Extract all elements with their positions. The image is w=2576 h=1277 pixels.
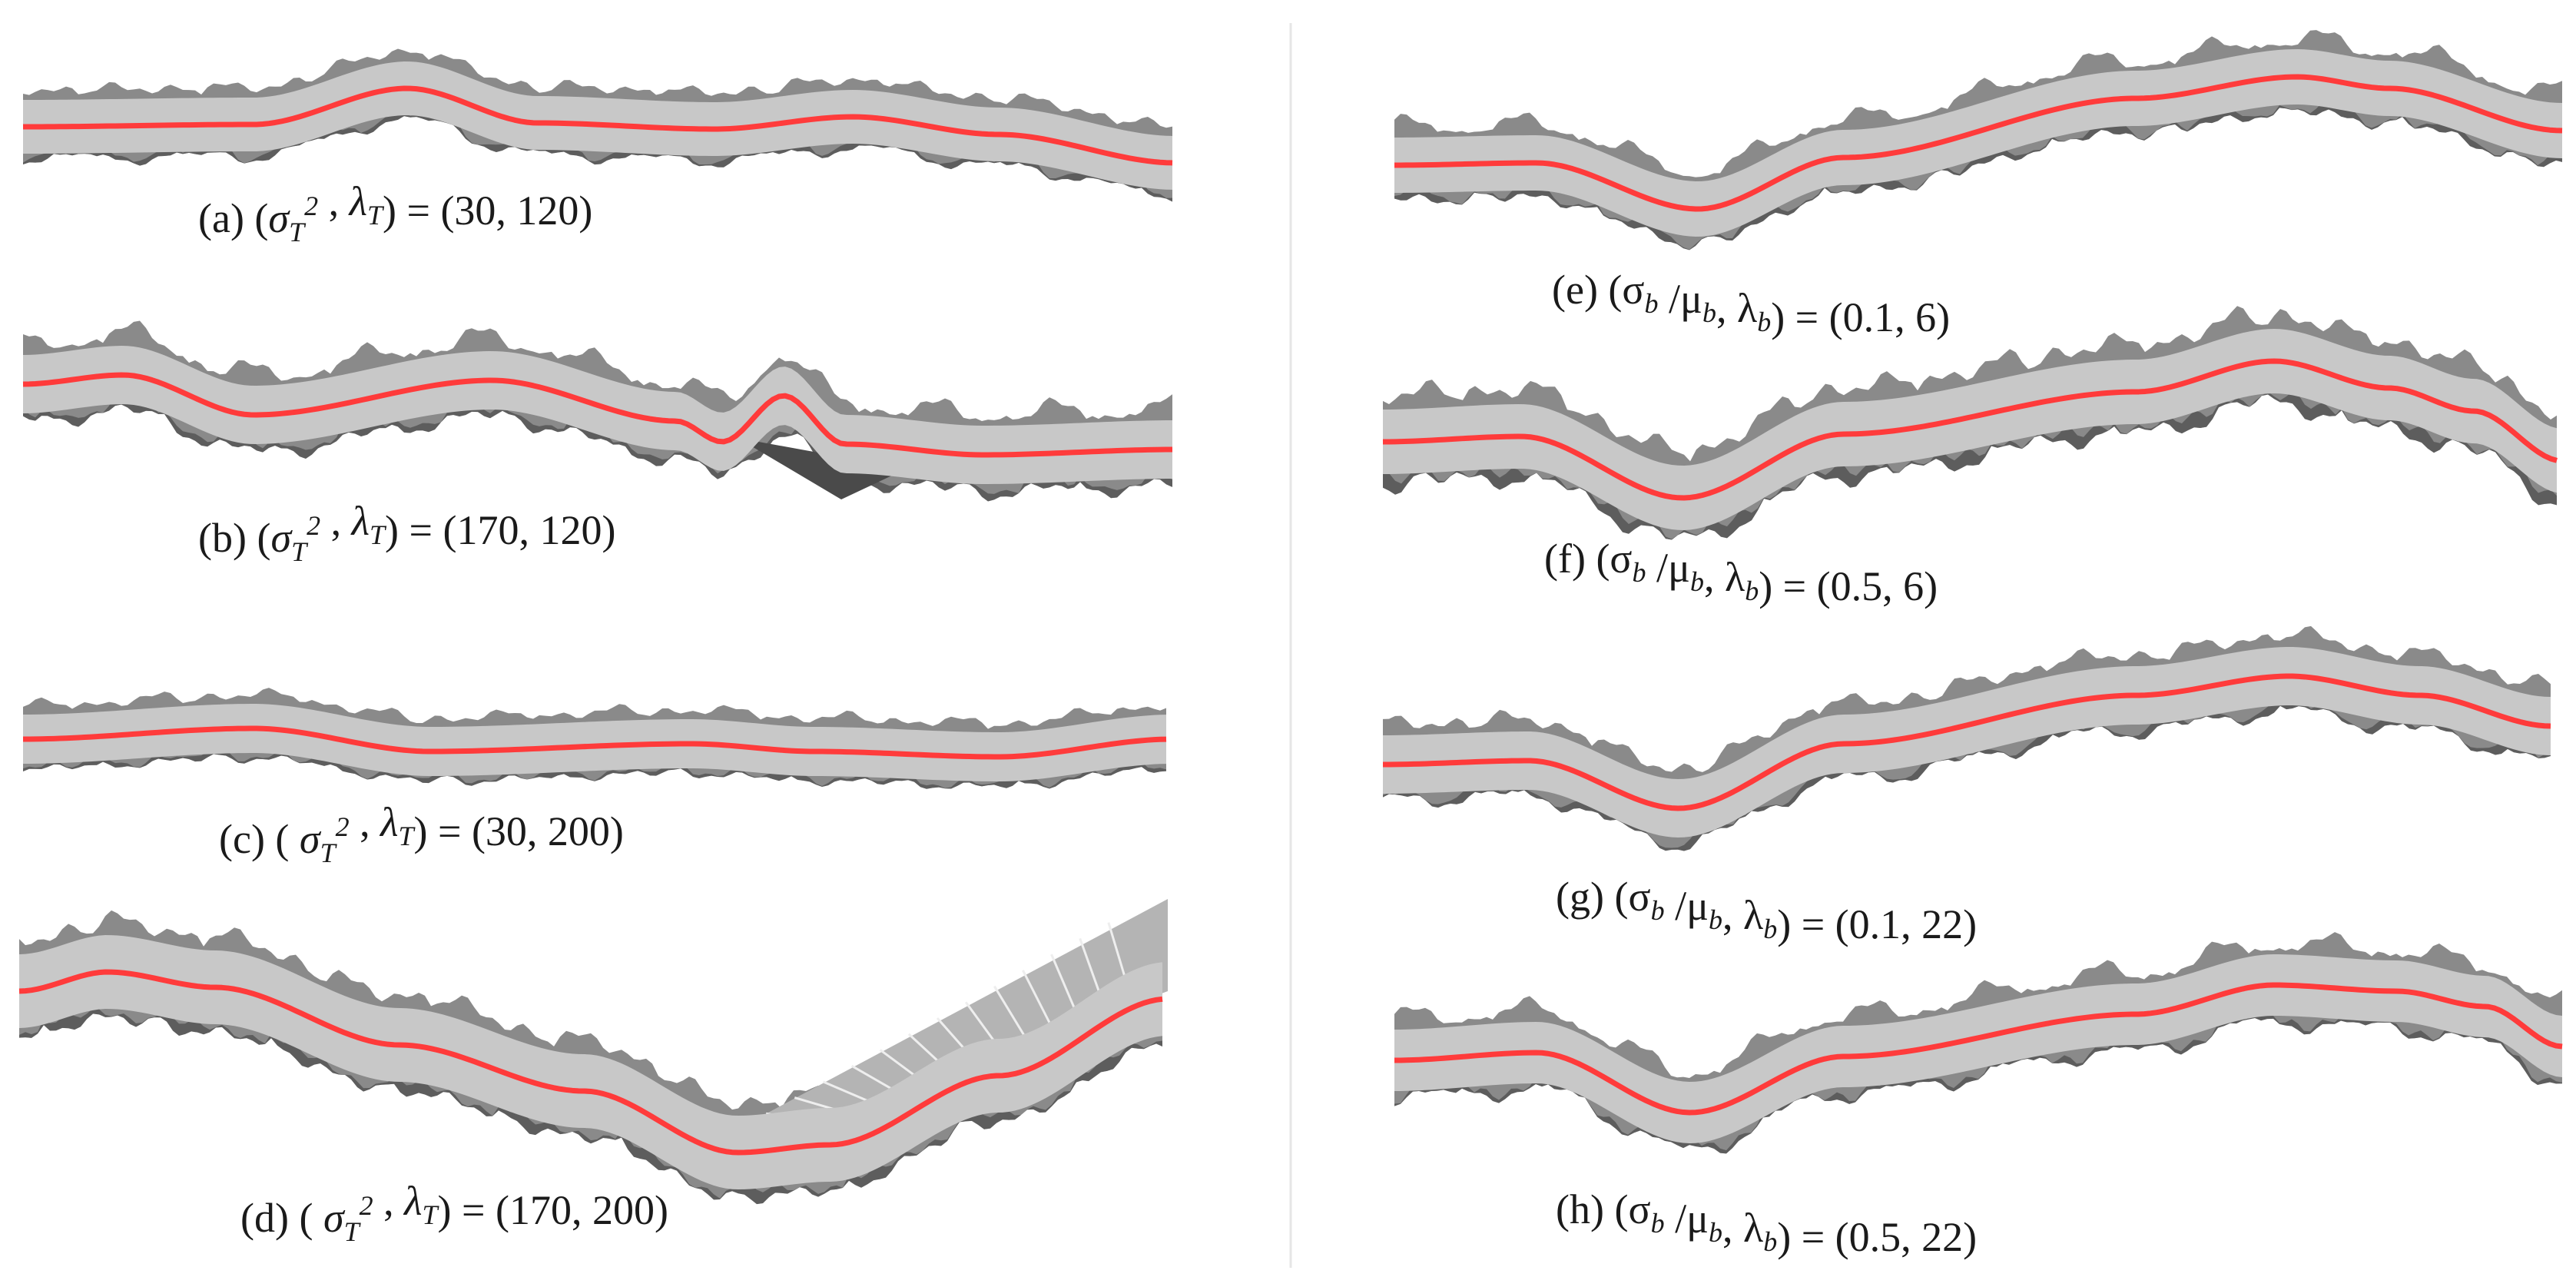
centerline bbox=[18, 969, 1163, 1156]
caption-c: (c) ( σT2 , λT) = (30, 200) bbox=[219, 799, 624, 868]
channel-band bbox=[23, 704, 1166, 781]
terrain-wedge bbox=[738, 438, 907, 499]
centerline bbox=[22, 85, 1173, 166]
terrain-shadow bbox=[19, 1008, 1162, 1205]
caption-a: (a) (σT2 , λT) = (30, 120) bbox=[198, 178, 592, 247]
channel-band bbox=[1383, 329, 2557, 530]
caption-e: (e) (σb /μb, λb) = (0.1, 6) bbox=[1552, 267, 1950, 340]
centerline bbox=[1382, 358, 2558, 501]
centerline bbox=[1394, 74, 2563, 212]
caption-b: (b) (σT2 , λT) = (170, 120) bbox=[198, 498, 615, 567]
panel-c bbox=[22, 688, 1167, 789]
caption-g: (g) (σb /μb, λb) = (0.1, 22) bbox=[1556, 874, 1977, 947]
caption-f: (f) (σb /μb, λb) = (0.5, 6) bbox=[1544, 536, 1938, 609]
panel-e bbox=[1394, 30, 2563, 250]
channel-band bbox=[1394, 954, 2562, 1143]
centerline bbox=[1394, 982, 2563, 1116]
channel-band bbox=[19, 935, 1162, 1189]
panel-b bbox=[22, 320, 1173, 502]
panel-f bbox=[1382, 306, 2558, 540]
caption-h: (h) (σb /μb, λb) = (0.5, 22) bbox=[1556, 1186, 1977, 1260]
panel-d bbox=[18, 899, 1168, 1205]
centerline bbox=[1382, 673, 2551, 811]
channel-band bbox=[1394, 49, 2562, 237]
channel-band bbox=[23, 346, 1172, 484]
captions-group: (a) (σT2 , λT) = (30, 120) (b) (σT2 , λT)… bbox=[198, 178, 1977, 1260]
caption-d: (d) ( σT2 , λT) = (170, 200) bbox=[240, 1178, 668, 1247]
terrain-shadow bbox=[23, 393, 1172, 502]
panel-h bbox=[1394, 932, 2563, 1154]
panel-g bbox=[1382, 625, 2551, 851]
panel-a bbox=[22, 48, 1173, 202]
panels-group bbox=[18, 30, 2563, 1205]
centerline bbox=[22, 725, 1167, 760]
centerline bbox=[22, 372, 1173, 458]
terrain-mesh bbox=[722, 899, 1168, 1137]
channel-band bbox=[1383, 647, 2551, 838]
